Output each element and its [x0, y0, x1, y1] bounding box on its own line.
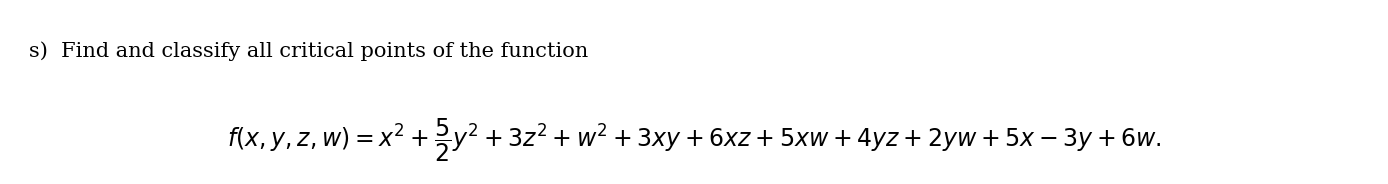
Text: $f(x, y, z, w) = x^2 + \dfrac{5}{2}y^2 + 3z^2 + w^2 + 3xy + 6xz + 5xw + 4yz + 2y: $f(x, y, z, w) = x^2 + \dfrac{5}{2}y^2 +…	[226, 117, 1162, 164]
Text: s)  Find and classify all critical points of the function: s) Find and classify all critical points…	[29, 41, 589, 61]
